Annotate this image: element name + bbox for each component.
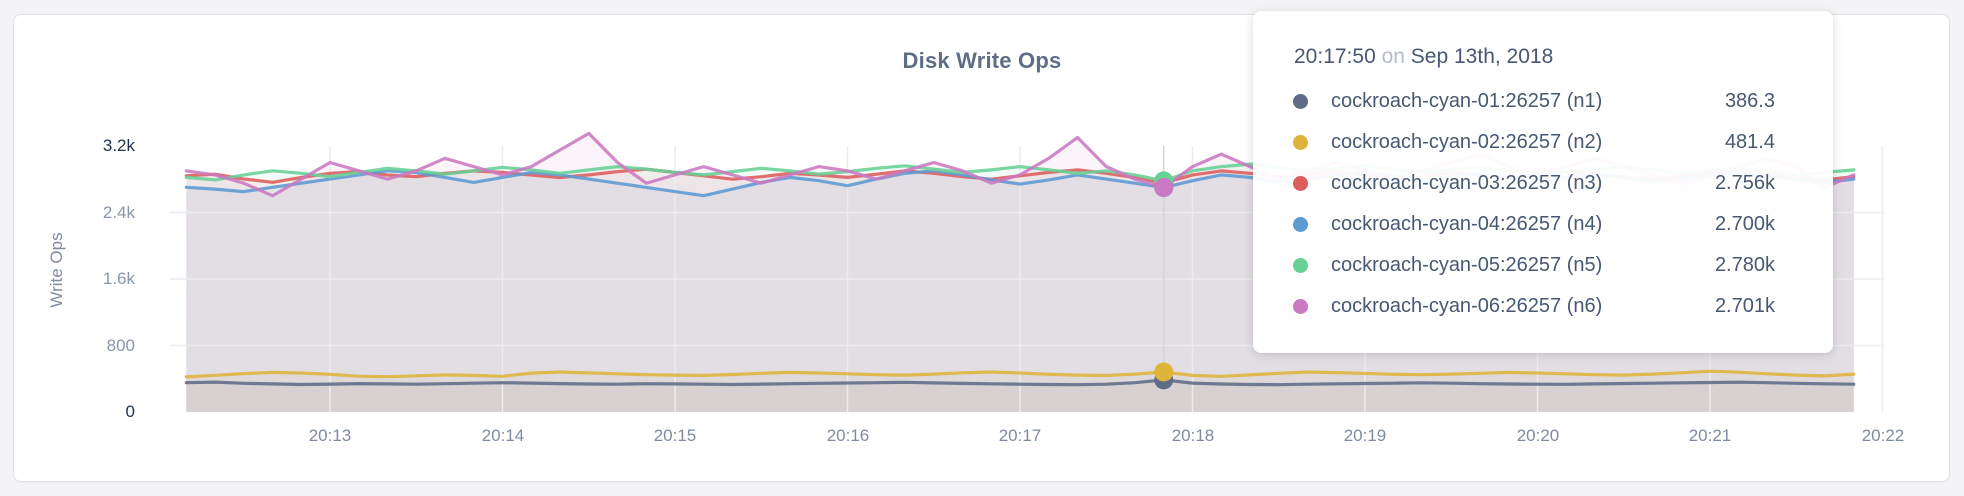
series-value: 2.780k [1714,254,1775,276]
series-name: cockroach-cyan-02:26257 (n2) [1331,131,1603,153]
series-value: 2.701k [1714,295,1775,317]
tooltip-conjunction: on [1381,45,1405,68]
tooltip-timestamp: 20:17:50 on Sep 13th, 2018 [1293,45,1775,69]
series-name: cockroach-cyan-01:26257 (n1) [1331,90,1603,112]
y-tick: 800 [106,336,135,355]
series-color-dot [1293,217,1308,232]
y-tick-min: 0 [125,402,135,421]
x-tick: 20:17 [998,426,1042,445]
x-tick: 20:16 [826,426,870,445]
series-value: 481.4 [1724,131,1775,153]
x-tick: 20:13 [308,426,352,445]
series-color-dot [1293,94,1308,109]
series-color-dot [1293,258,1308,273]
series-value: 386.3 [1724,90,1775,112]
tooltip-series-row: cockroach-cyan-03:26257 (n3) 2.756k [1293,163,1775,204]
tooltip-time: 20:17:50 [1294,45,1376,68]
x-tick: 20:20 [1516,426,1560,445]
y-tick: 2.4k [102,203,135,222]
series-name: cockroach-cyan-06:26257 (n6) [1331,295,1603,317]
y-tick: 1.6k [102,269,135,288]
hover-tooltip: 20:17:50 on Sep 13th, 2018 cockroach-cya… [1253,11,1833,353]
series-value: 2.756k [1714,172,1775,194]
tooltip-date: Sep 13th, 2018 [1410,45,1554,68]
tooltip-series-row: cockroach-cyan-01:26257 (n1) 386.3 [1293,81,1775,122]
series-name: cockroach-cyan-05:26257 (n5) [1331,254,1603,276]
x-tick: 20:14 [481,426,525,445]
series-name: cockroach-cyan-03:26257 (n3) [1331,172,1603,194]
x-tick: 20:21 [1688,426,1732,445]
x-tick: 20:22 [1861,426,1905,445]
tooltip-series-row: cockroach-cyan-02:26257 (n2) 481.4 [1293,122,1775,163]
x-tick: 20:19 [1343,426,1387,445]
tooltip-series-row: cockroach-cyan-05:26257 (n5) 2.780k [1293,245,1775,286]
y-tick-max: 3.2k [102,136,135,155]
series-color-dot [1293,176,1308,191]
tooltip-series-row: cockroach-cyan-06:26257 (n6) 2.701k [1293,286,1775,327]
series-color-dot [1293,135,1308,150]
x-tick: 20:18 [1171,426,1215,445]
tooltip-series-row: cockroach-cyan-04:26257 (n4) 2.700k [1293,204,1775,245]
series-value: 2.700k [1714,213,1775,235]
series-name: cockroach-cyan-04:26257 (n4) [1331,213,1603,235]
chart-title: Disk Write Ops [902,48,1062,73]
x-tick: 20:15 [653,426,697,445]
series-color-dot [1293,299,1308,314]
